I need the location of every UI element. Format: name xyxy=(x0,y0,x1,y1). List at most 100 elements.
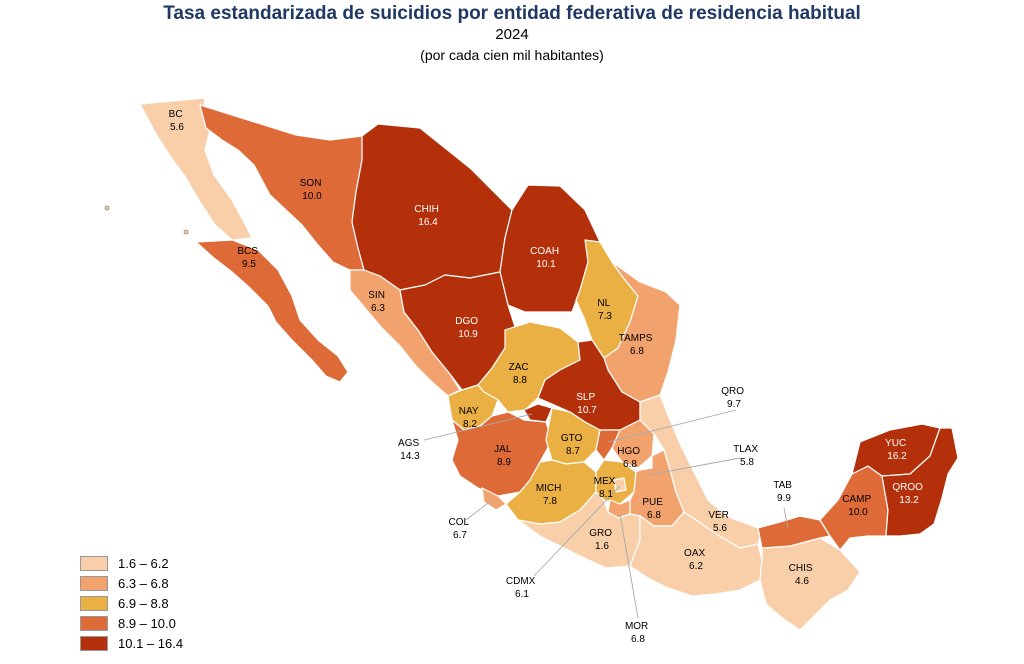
island-marker xyxy=(104,205,110,211)
legend-label: 8.9 – 10.0 xyxy=(118,615,176,631)
label-qro: QRO 9.7 xyxy=(721,386,747,410)
state-abbr: BCS xyxy=(237,246,258,257)
label-dgo: DGO 10.9 xyxy=(455,316,481,340)
state-sin xyxy=(349,269,461,397)
label-chis: CHIS 4.6 xyxy=(789,563,816,587)
leader-line-ags xyxy=(423,413,533,441)
state-bcs xyxy=(195,239,349,383)
state-abbr: QROO xyxy=(892,482,923,493)
state-value: 9.7 xyxy=(727,399,741,410)
label-gro: GRO 1.6 xyxy=(589,528,615,552)
state-value: 6.2 xyxy=(689,561,703,572)
label-ver: VER 5.6 xyxy=(708,510,731,534)
state-abbr: SON xyxy=(300,178,322,189)
state-col xyxy=(481,487,507,511)
label-bcs: BCS 9.5 xyxy=(237,246,260,270)
map-year: 2024 xyxy=(495,26,529,43)
state-abbr: OAX xyxy=(684,548,705,559)
label-ags: AGS 14.3 xyxy=(398,438,422,462)
legend-swatch xyxy=(80,575,108,591)
state-abbr: CAMP xyxy=(842,494,871,505)
legend-item: 1.6 – 6.2 xyxy=(80,553,183,573)
state-value: 8.2 xyxy=(463,419,477,430)
state-abbr: TLAX xyxy=(733,444,758,455)
legend-label: 10.1 – 16.4 xyxy=(118,635,184,651)
legend-item: 6.9 – 8.8 xyxy=(80,593,183,613)
leader-line-tab xyxy=(783,507,789,529)
legend-label: 1.6 – 6.2 xyxy=(118,555,169,571)
legend-swatch xyxy=(80,615,108,631)
leader-line-cdmx xyxy=(533,485,621,577)
state-abbr: GRO xyxy=(589,528,612,539)
state-abbr: CHIS xyxy=(789,563,813,574)
legend-label: 6.9 – 8.8 xyxy=(118,595,169,611)
state-value: 6.8 xyxy=(630,346,644,357)
state-abbr: GTO xyxy=(561,433,583,444)
state-gro xyxy=(517,491,641,569)
label-camp: CAMP 10.0 xyxy=(842,494,874,518)
label-hgo: HGO 6.8 xyxy=(617,446,643,470)
state-value: 13.2 xyxy=(899,495,919,506)
state-value: 6.8 xyxy=(623,459,637,470)
state-abbr: BC xyxy=(169,109,183,120)
label-gto: GTO 8.7 xyxy=(561,433,585,457)
label-mex: MEX 8.1 xyxy=(594,476,618,500)
label-tlax: TLAX 5.8 xyxy=(733,444,761,468)
state-abbr: YUC xyxy=(885,438,906,449)
state-value: 4.6 xyxy=(795,576,809,587)
state-value: 16.4 xyxy=(418,217,438,228)
state-zac xyxy=(477,321,581,413)
state-abbr: JAL xyxy=(494,444,512,455)
label-tamps: TAMPS 6.8 xyxy=(619,333,656,357)
state-abbr: SIN xyxy=(368,290,385,301)
state-son xyxy=(199,104,365,271)
state-abbr: CDMX xyxy=(506,576,536,587)
state-abbr: DGO xyxy=(455,316,478,327)
state-value: 6.3 xyxy=(371,303,385,314)
state-value: 9.9 xyxy=(777,493,791,504)
state-value: 8.8 xyxy=(513,375,527,386)
label-jal: JAL 8.9 xyxy=(494,444,514,468)
state-abbr: ZAC xyxy=(509,362,529,373)
label-oax: OAX 6.2 xyxy=(684,548,708,572)
label-qroo: QROO 13.2 xyxy=(892,482,925,506)
state-value: 5.8 xyxy=(740,457,754,468)
label-cdmx: CDMX 6.1 xyxy=(506,576,538,600)
state-value: 6.1 xyxy=(515,589,529,600)
state-value: 1.6 xyxy=(595,541,609,552)
state-abbr: TAMPS xyxy=(619,333,653,344)
state-chis xyxy=(759,537,861,631)
map-subtitle: (por cada cien mil habitantes) xyxy=(420,47,604,63)
legend-swatch xyxy=(80,595,108,611)
legend-swatch xyxy=(80,555,108,571)
label-sin: SIN 6.3 xyxy=(368,290,387,314)
label-mor: MOR 6.8 xyxy=(625,621,651,645)
state-value: 10.9 xyxy=(458,329,478,340)
state-gto xyxy=(545,407,601,465)
label-tab: TAB 9.9 xyxy=(773,480,795,504)
state-value: 10.0 xyxy=(302,191,322,202)
state-abbr: AGS xyxy=(398,438,419,449)
label-slp: SLP 10.7 xyxy=(576,392,598,416)
label-chih: CHIH 16.4 xyxy=(414,204,441,228)
state-qro xyxy=(595,429,621,461)
state-abbr: PUE xyxy=(642,497,663,508)
label-nl: NL 7.3 xyxy=(597,298,612,322)
state-ags xyxy=(523,403,553,423)
state-value: 8.9 xyxy=(497,457,511,468)
label-bc: BC 5.6 xyxy=(169,109,186,133)
state-qroo xyxy=(881,427,959,537)
label-yuc: YUC 16.2 xyxy=(885,438,909,462)
state-abbr: HGO xyxy=(617,446,640,457)
label-pue: PUE 6.8 xyxy=(642,497,665,521)
label-mich: MICH 7.8 xyxy=(536,483,564,507)
state-abbr: NAY xyxy=(459,406,479,417)
state-abbr: NL xyxy=(597,298,610,309)
leader-line-mor xyxy=(619,513,639,619)
state-abbr: COAH xyxy=(530,246,559,257)
state-value: 8.1 xyxy=(599,489,613,500)
state-value: 7.3 xyxy=(598,311,612,322)
state-value: 8.7 xyxy=(566,446,580,457)
label-son: SON 10.0 xyxy=(300,178,324,202)
